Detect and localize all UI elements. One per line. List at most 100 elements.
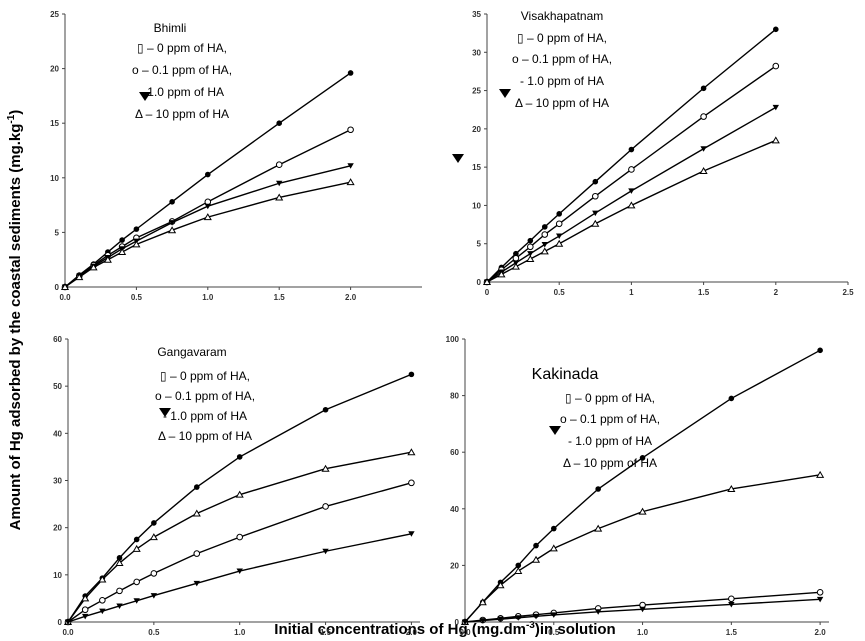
- y-tick-label: 0: [55, 283, 60, 292]
- legend-text: Δ – 10 ppm of HA: [135, 107, 229, 121]
- marker: [407, 448, 416, 456]
- marker: [205, 171, 211, 178]
- y-tick-label: 10: [50, 174, 59, 183]
- marker: [168, 226, 177, 234]
- x-tick-label: 2.5: [842, 288, 854, 297]
- x-tick-label: 0.5: [554, 288, 566, 297]
- legend-text: ▯ – 0 ppm of HA,: [565, 391, 655, 405]
- marker: [728, 395, 735, 402]
- marker: [639, 606, 646, 613]
- x-tick-label: 1.5: [698, 288, 710, 297]
- y-tick-label: 60: [450, 448, 459, 457]
- legend-icon: [549, 426, 561, 435]
- marker: [408, 371, 415, 378]
- marker: [276, 180, 283, 187]
- legend-text: - 1.0 ppm of HA: [568, 434, 652, 448]
- marker: [150, 593, 158, 599]
- marker: [81, 606, 89, 614]
- marker: [594, 524, 603, 532]
- label-text: Amount of Hg adsorbed by the coastal sed…: [7, 124, 24, 531]
- marker: [236, 454, 243, 460]
- panel: 0 0.5 1 1.5 2 2.5 0 5 10 15 20 25 30 35 Visakhapatnam ▯…: [472, 9, 854, 297]
- y-tick-label: 20: [53, 524, 62, 533]
- y-tick-label: 30: [53, 477, 62, 486]
- series-line: [67, 451, 412, 623]
- series-line: [67, 373, 412, 623]
- marker: [461, 619, 469, 625]
- x-tick-label: 1.0: [637, 628, 649, 637]
- marker: [133, 226, 140, 232]
- marker: [594, 609, 602, 615]
- marker: [628, 166, 635, 173]
- marker: [347, 126, 354, 134]
- series-line: [464, 598, 821, 623]
- marker: [816, 596, 824, 603]
- marker: [235, 490, 244, 498]
- marker: [81, 613, 89, 620]
- x-tick-label: 2: [774, 288, 779, 297]
- y-tick-label: 0: [455, 618, 460, 627]
- x-tick-label: 2.0: [406, 628, 418, 637]
- marker: [728, 601, 735, 608]
- series-line: [486, 139, 777, 283]
- marker: [408, 531, 415, 537]
- y-tick-label: 30: [472, 48, 481, 57]
- marker: [526, 255, 535, 263]
- marker: [513, 250, 519, 257]
- series-line: [67, 482, 412, 623]
- legend-text: ▯ – 0 ppm of HA,: [517, 31, 607, 45]
- panel: 0.0 0.5 1.0 1.5 2.0 0 20 40 60 80 100 Kakinada ▯ – 0…: [446, 335, 829, 637]
- marker: [816, 588, 824, 596]
- marker: [556, 211, 562, 217]
- label-text: )in solution: [535, 621, 616, 638]
- series-line: [486, 106, 777, 283]
- label-sup: -3: [526, 620, 535, 631]
- marker: [133, 578, 140, 586]
- marker: [116, 555, 123, 561]
- x-tick-label: 0.5: [131, 293, 143, 302]
- x-tick-label: 2.0: [815, 628, 827, 637]
- legend-text: - 1.0 ppm of HA: [163, 409, 247, 423]
- x-tick-label: 0.5: [548, 628, 560, 637]
- label-text: ): [7, 110, 24, 115]
- marker: [772, 104, 779, 111]
- legend-icon: [139, 92, 151, 101]
- marker: [347, 70, 354, 76]
- legend-text: ▯ – 0 ppm of HA,: [160, 369, 250, 383]
- marker: [322, 406, 329, 413]
- marker: [700, 85, 707, 92]
- marker: [772, 62, 780, 70]
- series-line: [67, 533, 412, 623]
- marker: [168, 220, 176, 226]
- marker: [98, 575, 107, 583]
- marker: [627, 201, 636, 209]
- legend-text: o – 0.1 ppm of HA,: [560, 412, 660, 426]
- marker: [347, 163, 354, 169]
- marker: [132, 544, 141, 552]
- y-tick-label: 10: [472, 201, 481, 210]
- marker: [75, 273, 84, 281]
- marker: [700, 113, 707, 120]
- x-tick-label: 1.5: [320, 628, 332, 637]
- marker: [549, 544, 558, 552]
- marker: [550, 612, 557, 618]
- y-axis-label: Amount of Hg adsorbed by the coastal sed…: [6, 110, 24, 531]
- marker: [771, 136, 780, 144]
- marker: [527, 243, 534, 251]
- marker: [479, 618, 486, 624]
- marker: [322, 548, 329, 555]
- marker: [236, 533, 244, 541]
- x-tick-label: 0.0: [62, 628, 74, 637]
- marker: [817, 347, 823, 354]
- marker: [527, 237, 534, 244]
- marker: [81, 594, 90, 602]
- x-tick-label: 0.0: [459, 628, 471, 637]
- marker: [169, 199, 175, 205]
- x-tick-label: 2.0: [345, 293, 357, 302]
- y-tick-label: 40: [53, 429, 62, 438]
- marker: [119, 237, 125, 243]
- panel-title: Gangavaram: [157, 345, 226, 359]
- x-tick-label: 1.0: [234, 628, 246, 637]
- marker: [592, 192, 599, 200]
